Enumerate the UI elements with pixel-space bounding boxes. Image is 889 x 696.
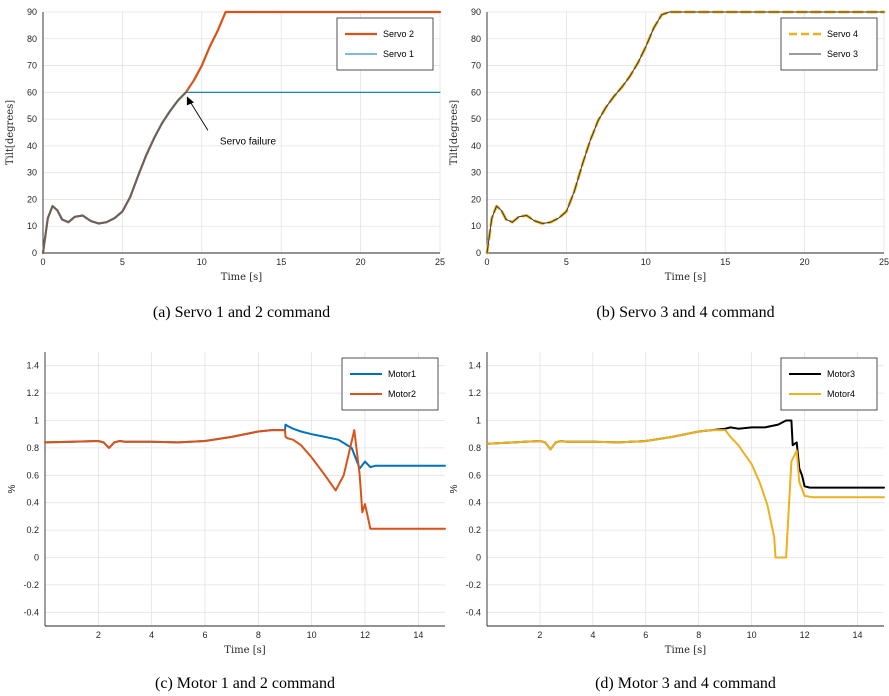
- caption: (c) Motor 1 and 2 command: [155, 675, 335, 692]
- x-tick-label: 5: [120, 257, 125, 267]
- x-tick-label: 5: [564, 257, 569, 267]
- x-axis-label: Time [s]: [665, 645, 706, 656]
- x-tick-label: 2: [96, 630, 101, 640]
- y-tick-label: 0.4: [26, 498, 39, 508]
- y-tick-label: 90: [471, 7, 481, 17]
- x-tick-label: 20: [800, 257, 810, 267]
- legend-label: Servo 3: [827, 49, 858, 59]
- panel-c: 2 4 6 8 10 12 14 -0.4 -0.2 0 0.2 0.4 0.6 0.8 1 1.2 1.4 Ti…: [7, 352, 445, 692]
- legend-label: Motor4: [827, 389, 855, 399]
- legend-label: Servo 1: [383, 49, 414, 59]
- y-tick-label: 1: [34, 416, 39, 426]
- y-tick-label: 40: [27, 141, 37, 151]
- x-tick-label: 6: [202, 630, 207, 640]
- y-tick-label: 1.2: [468, 388, 481, 398]
- x-tick-label: 10: [197, 257, 207, 267]
- x-tick-label: 10: [641, 257, 651, 267]
- y-tick-label: 0: [476, 553, 481, 563]
- panel-b: 0 5 10 15 20 25 0 10 20 30 40 50 60 70 80 90 Time [s] Til…: [449, 7, 889, 321]
- y-axis-label: %: [449, 484, 460, 493]
- y-tick-label: 20: [27, 194, 37, 204]
- legend-box: [781, 18, 877, 70]
- x-tick-label: 6: [643, 630, 648, 640]
- x-tick-label: 20: [356, 257, 366, 267]
- y-tick-label: 70: [471, 61, 481, 71]
- x-tick-label: 14: [413, 630, 423, 640]
- y-tick-label: 0.8: [26, 443, 39, 453]
- legend-label: Motor3: [827, 369, 855, 379]
- legend-label: Servo 4: [827, 29, 858, 39]
- y-tick-label: 0.2: [468, 525, 481, 535]
- x-tick-label: 15: [720, 257, 730, 267]
- y-tick-label: 30: [27, 168, 37, 178]
- x-tick-label: 8: [696, 630, 701, 640]
- caption: (b) Servo 3 and 4 command: [596, 304, 774, 321]
- x-axis-label: Time [s]: [665, 272, 706, 283]
- y-tick-label: 0: [34, 553, 39, 563]
- y-tick-label: 1: [476, 416, 481, 426]
- y-axis-label: Tilt[degrees]: [5, 100, 16, 165]
- x-tick-label: 2: [537, 630, 542, 640]
- x-tick-label: 4: [590, 630, 595, 640]
- y-tick-label: 60: [27, 87, 37, 97]
- y-tick-label: 70: [27, 61, 37, 71]
- y-tick-label: 0: [32, 248, 37, 258]
- y-axis-label: %: [7, 484, 18, 493]
- y-tick-label: 0.6: [468, 470, 481, 480]
- legend-box: [342, 358, 438, 410]
- y-tick-label: 1.4: [468, 361, 481, 371]
- y-tick-label: 80: [471, 34, 481, 44]
- x-tick-label: 10: [747, 630, 757, 640]
- y-tick-label: 80: [27, 34, 37, 44]
- caption: (d) Motor 3 and 4 command: [595, 675, 776, 692]
- y-tick-label: -0.4: [23, 607, 39, 617]
- y-tick-label: 10: [471, 221, 481, 231]
- x-tick-label: 12: [360, 630, 370, 640]
- y-tick-label: -0.4: [465, 607, 481, 617]
- y-tick-label: 0.4: [468, 498, 481, 508]
- legend-box: [781, 358, 877, 410]
- y-tick-label: 10: [27, 221, 37, 231]
- x-axis-label: Time [s]: [221, 272, 262, 283]
- y-tick-label: 90: [27, 7, 37, 17]
- y-tick-label: 1.4: [26, 361, 39, 371]
- y-tick-label: 50: [27, 114, 37, 124]
- y-tick-label: -0.2: [465, 580, 481, 590]
- x-tick-label: 25: [879, 257, 889, 267]
- y-tick-label: 0: [476, 248, 481, 258]
- legend-box: [337, 18, 433, 70]
- x-axis-label: Time [s]: [224, 645, 265, 656]
- panel-a: 0 5 10 15 20 25 0 10 20 30 40 50 60 70 80 90 Time [s] Til…: [5, 7, 445, 321]
- legend-label: Motor2: [388, 389, 416, 399]
- legend-label: Motor1: [388, 369, 416, 379]
- caption: (a) Servo 1 and 2 command: [153, 304, 330, 321]
- panel-d: 2 4 6 8 10 12 14 -0.4 -0.2 0 0.2 0.4 0.6 0.8 1 1.2 1.4 Ti…: [449, 352, 884, 692]
- y-tick-label: 50: [471, 114, 481, 124]
- y-tick-label: 1.2: [26, 388, 39, 398]
- y-tick-label: 0.8: [468, 443, 481, 453]
- x-tick-label: 15: [276, 257, 286, 267]
- legend-label: Servo 2: [383, 29, 414, 39]
- x-tick-label: 0: [484, 257, 489, 267]
- y-tick-label: 60: [471, 87, 481, 97]
- x-tick-label: 14: [853, 630, 863, 640]
- y-tick-label: 40: [471, 141, 481, 151]
- y-tick-label: 0.6: [26, 470, 39, 480]
- x-tick-label: 8: [256, 630, 261, 640]
- y-tick-label: 30: [471, 168, 481, 178]
- x-tick-label: 12: [800, 630, 810, 640]
- y-tick-label: -0.2: [23, 580, 39, 590]
- y-tick-label: 20: [471, 194, 481, 204]
- x-tick-label: 4: [149, 630, 154, 640]
- annotation-label: Servo failure: [220, 136, 277, 147]
- x-tick-label: 0: [40, 257, 45, 267]
- y-axis-label: Tilt[degrees]: [449, 100, 460, 165]
- x-tick-label: 25: [435, 257, 445, 267]
- y-tick-label: 0.2: [26, 525, 39, 535]
- x-tick-label: 10: [307, 630, 317, 640]
